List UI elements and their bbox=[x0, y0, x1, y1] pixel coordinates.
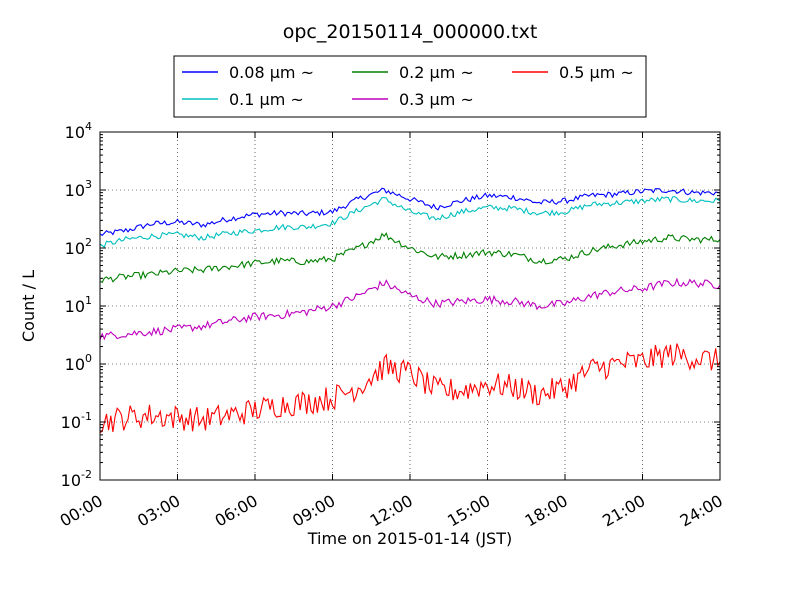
series-line bbox=[99, 232, 721, 284]
y-tick-label: 102 bbox=[65, 236, 92, 258]
ticks bbox=[99, 131, 721, 481]
x-tick-label: 21:00 bbox=[599, 491, 648, 531]
series-line bbox=[99, 343, 721, 434]
legend-label: 0.5 μm ~ bbox=[559, 63, 634, 82]
y-tick-label: 104 bbox=[65, 120, 92, 142]
y-tick-label: 103 bbox=[65, 178, 92, 200]
plot-lines bbox=[99, 187, 721, 434]
series-line bbox=[99, 277, 721, 341]
x-tick-label: 12:00 bbox=[367, 491, 416, 531]
series-line bbox=[99, 187, 721, 237]
legend-label: 0.2 μm ~ bbox=[399, 63, 474, 82]
y-tick-label: 10-1 bbox=[61, 410, 92, 432]
x-tick-labels: 00:00 03:00 06:00 09:00 12:00 15:00 18:00 21:00… bbox=[57, 491, 726, 531]
legend-label: 0.3 μm ~ bbox=[399, 90, 474, 109]
series-line bbox=[99, 196, 721, 249]
x-tick-label: 06:00 bbox=[212, 491, 261, 531]
y-tick-label: 100 bbox=[65, 352, 92, 374]
y-axis-label: Count / L bbox=[19, 270, 38, 342]
x-tick-label: 09:00 bbox=[289, 491, 338, 531]
x-tick-label: 18:00 bbox=[522, 491, 571, 531]
y-tick-labels: 10-2 10-1 100 101 102 103 104 bbox=[61, 120, 92, 490]
legend: 0.08 μm ~ 0.1 μm ~ 0.2 μm ~ 0.3 μm ~ 0.5 μm … bbox=[173, 55, 647, 118]
chart-title: opc_20150114_000000.txt bbox=[283, 21, 538, 43]
x-tick-label: 15:00 bbox=[444, 491, 493, 531]
y-tick-label: 101 bbox=[65, 294, 92, 316]
legend-label: 0.08 μm ~ bbox=[229, 63, 314, 82]
legend-box bbox=[173, 55, 647, 118]
legend-label: 0.1 μm ~ bbox=[229, 90, 304, 109]
x-tick-label: 00:00 bbox=[57, 491, 106, 531]
x-axis-label: Time on 2015-01-14 (JST) bbox=[307, 529, 512, 548]
x-tick-label: 03:00 bbox=[134, 491, 183, 531]
x-tick-label: 24:00 bbox=[677, 491, 726, 531]
y-tick-label: 10-2 bbox=[61, 468, 92, 490]
